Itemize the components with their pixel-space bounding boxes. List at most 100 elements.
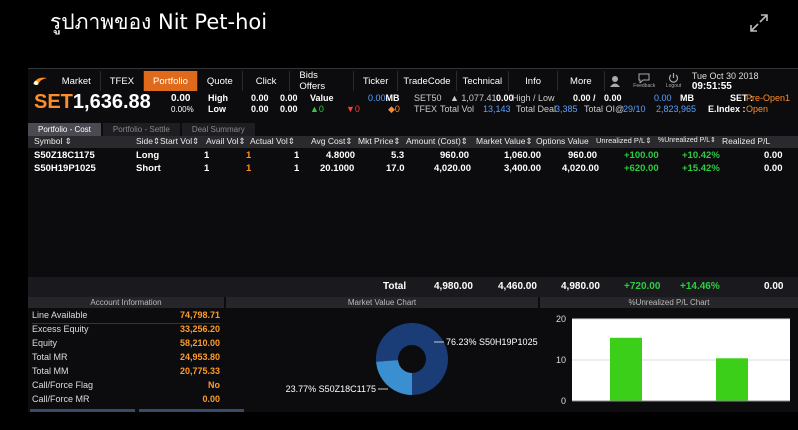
value-amount: 0.00MB	[368, 93, 400, 103]
col-symbol[interactable]: Symbol ⇕	[34, 136, 72, 146]
col-unrealized-pl[interactable]: Unrealized P/L⇕	[596, 136, 652, 145]
col-amount-cost[interactable]: Amount (Cost)⇕	[406, 136, 468, 146]
set50-change: 0.00	[496, 93, 514, 103]
total-vol: 13,143	[483, 104, 511, 114]
high-a: 0.00	[251, 93, 269, 103]
high-b: 0.00	[280, 93, 298, 103]
cell-avail-vol: 1	[246, 163, 252, 174]
acct-total-mr: Total MR 24,953.80	[32, 352, 220, 362]
frame-bottom	[0, 412, 798, 430]
logout-icon[interactable]: Logout	[663, 73, 684, 89]
y-tick-label: 10	[556, 355, 566, 365]
feedback-label: Feedback	[633, 83, 656, 89]
tab-deal-summary[interactable]: Deal Summary	[181, 123, 255, 136]
tfex-label: TFEX	[414, 104, 438, 114]
user-icon[interactable]	[605, 75, 626, 87]
value-label: Value	[310, 93, 334, 103]
datetime: Tue Oct 30 2018 09:51:55	[691, 70, 759, 92]
acct-total-mm: Total MM 20,775.33	[32, 366, 220, 376]
account-info-title: Account Information	[28, 297, 224, 308]
cell-actual-vol: 1	[294, 150, 300, 161]
menu-tfex[interactable]: TFEX	[101, 71, 145, 91]
col-mkt-price[interactable]: Mkt Price⇕	[358, 136, 401, 146]
col-realized-pl[interactable]: Realized P/L	[722, 136, 771, 146]
total-options-value: 4,980.00	[561, 281, 600, 292]
menu-quote[interactable]: Quote	[198, 71, 243, 91]
tab-portfolio-settle[interactable]: Portfolio - Settle	[102, 123, 180, 136]
menu-click[interactable]: Click	[243, 71, 291, 91]
total-realized-pl: 0.00	[764, 281, 784, 292]
bottom-scroll-tabs	[30, 409, 244, 413]
set-change: 0.00	[171, 93, 191, 104]
cell-unrealized-pl: +100.00	[624, 150, 659, 161]
cell-side: Short	[136, 163, 161, 174]
cell-mkt-price: 5.3	[391, 150, 405, 161]
col-pct-unrealized-pl[interactable]: %Unrealized P/L⇕	[658, 137, 717, 144]
set-index-value: SET1,636.88	[34, 91, 151, 113]
table-row[interactable]: S50H19P1025 Short 1 1 1 20.1000 17.0 4,0…	[28, 163, 798, 176]
cell-options-value: 4,020.00	[562, 163, 599, 174]
total-amount: 4,980.00	[434, 281, 473, 292]
menu-bids-offers[interactable]: Bids Offers	[290, 70, 354, 92]
total-oi-date: 29/10	[623, 104, 646, 114]
feedback-icon[interactable]: Feedback	[633, 73, 655, 89]
bottom-tab[interactable]	[30, 409, 135, 413]
menu-ticker[interactable]: Ticker	[354, 71, 399, 91]
eindex-status: Open	[746, 104, 769, 114]
market-value-chart-title: Market Value Chart	[226, 297, 538, 308]
total-row: Total 4,980.00 4,460.00 4,980.00 +720.00…	[28, 277, 798, 297]
logout-label: Logout	[665, 83, 682, 89]
hl-label: High / Low	[512, 93, 555, 103]
menu-info[interactable]: Info	[509, 71, 559, 91]
table-row[interactable]: S50Z18C1175 Long 1 1 1 4.8000 5.3 960.00…	[28, 150, 798, 163]
pl-chart: 20 10 0	[556, 314, 790, 406]
tab-portfolio-cost[interactable]: Portfolio - Cost	[28, 123, 101, 136]
cell-pct-unrealized-pl: +10.42%	[682, 150, 720, 161]
col-market-value[interactable]: Market Value⇕	[476, 136, 533, 146]
col-options-value[interactable]: Options Value	[536, 136, 589, 146]
col-start-vol[interactable]: Start Vol⇕	[160, 136, 200, 146]
menu-technical[interactable]: Technical	[457, 71, 510, 91]
bottom-tab[interactable]	[139, 409, 244, 413]
cell-realized-pl: 0.00	[764, 150, 783, 161]
cell-avg-cost: 4.8000	[326, 150, 356, 161]
cell-symbol: S50Z18C1175	[34, 150, 95, 161]
col-avail-vol[interactable]: Avail Vol⇕	[206, 136, 246, 146]
cell-amount-cost: 4,020.00	[434, 163, 471, 174]
y-tick-label: 0	[561, 396, 566, 406]
pie-label: 76.23% S50H19P1025	[446, 337, 538, 347]
total-oi: 2,823,965	[656, 104, 697, 114]
down-count: ▼0	[346, 104, 360, 114]
total-pct-unrealized-pl: +14.46%	[680, 281, 720, 292]
cell-mkt-price: 17.0	[386, 163, 405, 174]
portfolio-table: Symbol ⇕ Side⇕ Start Vol⇕ Avail Vol⇕ Act…	[28, 136, 798, 275]
pie-slice-s50z18c1175	[376, 360, 412, 395]
total-deal-label: Total Deal	[516, 104, 557, 114]
acct-call-force-mr: Call/Force MR 0.00	[32, 394, 220, 404]
cell-actual-vol: 1	[294, 163, 300, 174]
cell-pct-unrealized-pl: +15.42%	[682, 163, 720, 174]
bar-s50z18c1175	[610, 337, 642, 401]
cell-start-vol: 1	[204, 163, 210, 174]
set50-value: ▲ 1,077.41	[450, 93, 497, 103]
cell-market-value: 3,400.00	[504, 163, 541, 174]
set-status: Pre-Open1	[746, 93, 791, 103]
unchanged-count: ◆0	[388, 104, 400, 114]
mb-value: 0.00	[654, 93, 672, 103]
menu-tradecode[interactable]: TradeCode	[398, 71, 457, 91]
col-side[interactable]: Side⇕	[136, 136, 161, 146]
expand-icon[interactable]	[748, 12, 770, 34]
toolbar: Market TFEX Portfolio Quote Click Bids O…	[28, 70, 798, 92]
menu-portfolio[interactable]: Portfolio	[144, 71, 198, 91]
acct-line-available: Line Available 74,798.71	[32, 310, 220, 324]
menu-market[interactable]: Market	[53, 71, 101, 91]
acct-excess-equity: Excess Equity 33,256.20	[32, 324, 220, 334]
total-unrealized-pl: +720.00	[624, 281, 661, 292]
menu-more[interactable]: More	[558, 71, 605, 91]
account-info: Line Available 74,798.71 Excess Equity 33,…	[32, 310, 220, 408]
col-actual-vol[interactable]: Actual Vol⇕	[250, 136, 295, 146]
col-avg-cost[interactable]: Avg Cost⇕	[311, 136, 353, 146]
cell-realized-pl: 0.00	[764, 163, 783, 174]
low-label: Low	[208, 104, 226, 114]
up-count: ▲0	[310, 104, 324, 114]
